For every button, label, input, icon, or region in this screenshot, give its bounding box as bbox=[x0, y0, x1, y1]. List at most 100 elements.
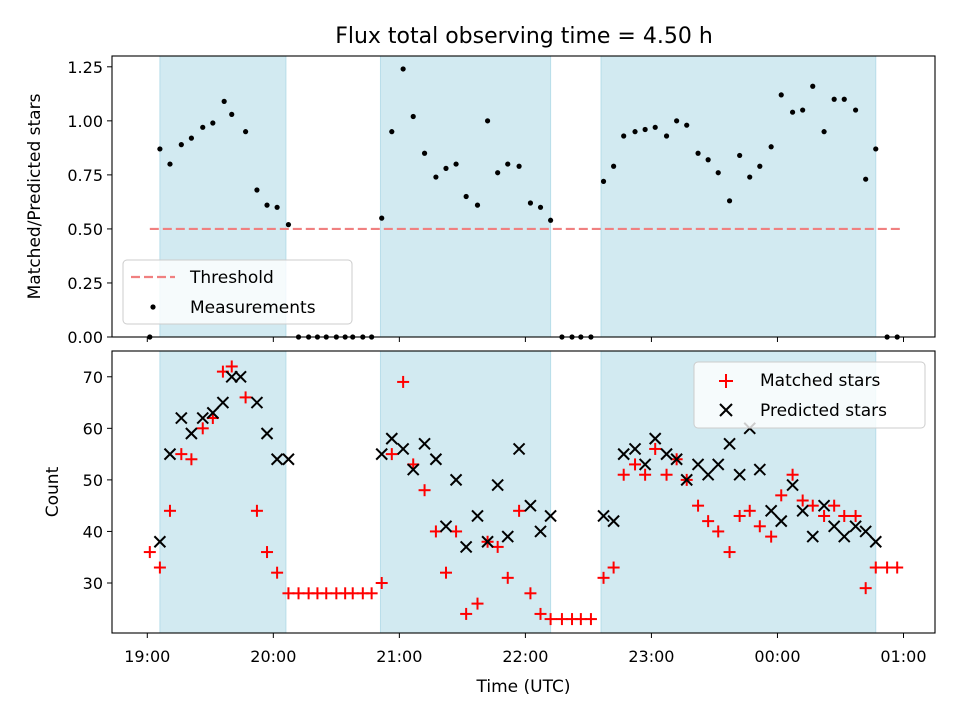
matched-stars-point bbox=[849, 509, 862, 522]
matched-stars-point bbox=[818, 509, 831, 522]
ratio-y-axis-label: Matched/Predicted stars bbox=[25, 93, 45, 299]
count-legend-box bbox=[693, 361, 926, 429]
measurements-point bbox=[463, 193, 469, 200]
predicted-stars-point bbox=[827, 520, 841, 533]
measurements-point bbox=[652, 124, 658, 130]
predicted-stars-point bbox=[691, 458, 705, 471]
measurements-point bbox=[600, 178, 607, 184]
y-tick-label: 60 bbox=[83, 419, 103, 438]
predicted-stars-point bbox=[418, 437, 431, 451]
predicted-stars-point bbox=[501, 530, 514, 543]
predicted-stars-point bbox=[638, 458, 652, 471]
predicted-stars-point bbox=[607, 514, 620, 528]
matched-stars-point bbox=[153, 561, 166, 574]
matched-stars-point bbox=[261, 546, 274, 559]
measurements-point bbox=[747, 174, 753, 180]
matched-stars-point bbox=[501, 571, 514, 584]
measurements-point bbox=[516, 163, 522, 169]
matched-stars-point bbox=[796, 494, 809, 507]
predicted-stars-point bbox=[396, 442, 410, 456]
predicted-stars-point bbox=[796, 504, 809, 518]
measurements-point bbox=[621, 133, 627, 139]
predicted-stars-point bbox=[534, 525, 547, 538]
predicted-stars-point bbox=[163, 447, 177, 461]
predicted-stars-point bbox=[481, 535, 494, 548]
measurements-point bbox=[221, 98, 227, 104]
matched-stars-point bbox=[491, 540, 504, 553]
predicted-stars-point bbox=[225, 370, 238, 383]
predicted-stars-point bbox=[806, 530, 819, 543]
predicted-stars-point bbox=[375, 447, 388, 461]
predicted-stars-point bbox=[524, 499, 537, 512]
count-legend: Matched stars Predicted stars bbox=[693, 361, 926, 429]
predicted-stars-point bbox=[270, 453, 284, 466]
count-y-axis-label: Count bbox=[43, 466, 63, 517]
predicted-legend-label: Predicted stars bbox=[760, 401, 887, 421]
measurements-point bbox=[757, 163, 763, 169]
predicted-stars-point bbox=[660, 447, 673, 461]
matched-stars-point bbox=[712, 525, 725, 538]
measurements-point bbox=[537, 204, 544, 210]
matched-stars-point bbox=[786, 468, 799, 481]
predicted-stars-point bbox=[597, 509, 610, 523]
measurements-legend-swatch bbox=[150, 304, 156, 310]
measurements-point bbox=[674, 118, 680, 124]
measurements-point bbox=[715, 170, 721, 176]
matched-stars-point bbox=[163, 504, 176, 517]
predicted-stars-point bbox=[185, 427, 198, 440]
observing-windows-count bbox=[159, 350, 877, 634]
predicted-stars-point bbox=[648, 432, 662, 445]
measurements-point bbox=[379, 215, 385, 221]
matched-stars-point bbox=[375, 576, 388, 589]
ratio-panel: 0.00 0.25 0.50 0.75 1.00 1.25 Matched/Predict… bbox=[25, 55, 936, 347]
measurements-point bbox=[547, 217, 554, 223]
measurements-point bbox=[695, 150, 701, 156]
matched-stars-point bbox=[292, 587, 305, 600]
measurements-point bbox=[705, 157, 711, 163]
predicted-stars-point bbox=[449, 473, 463, 487]
predicted-stars-point bbox=[838, 530, 851, 543]
ratio-legend: Threshold Measurements bbox=[122, 259, 353, 325]
predicted-stars-point bbox=[282, 453, 295, 466]
matched-stars-point bbox=[143, 546, 156, 559]
measurements-point bbox=[167, 161, 173, 167]
matched-stars-point bbox=[346, 587, 359, 600]
predicted-stars-point bbox=[849, 520, 862, 533]
ratio-y-axis: 0.00 0.25 0.50 0.75 1.00 1.25 bbox=[67, 58, 112, 347]
y-tick-label: 1.25 bbox=[67, 58, 103, 77]
predicted-stars-point bbox=[206, 406, 220, 420]
predicted-stars-point bbox=[723, 437, 736, 451]
measurements-point bbox=[389, 129, 395, 135]
predicted-stars-point bbox=[407, 463, 420, 476]
predicted-stars-point bbox=[196, 411, 209, 425]
measurements-point bbox=[505, 161, 511, 167]
measurements-point bbox=[495, 170, 501, 176]
matched-stars-point bbox=[250, 504, 263, 517]
matched-stars-point bbox=[196, 422, 209, 435]
y-tick-label: 0.75 bbox=[67, 166, 103, 185]
predicted-stars-point bbox=[701, 468, 715, 481]
measurements-point bbox=[852, 107, 859, 113]
matched-stars-point bbox=[450, 525, 463, 538]
matched-stars-point bbox=[397, 375, 410, 388]
matched-stars-point bbox=[365, 587, 378, 600]
measurements-point bbox=[778, 92, 784, 98]
matched-stars-point bbox=[544, 613, 557, 626]
measurements-point bbox=[800, 107, 806, 113]
matched-stars-point bbox=[881, 561, 894, 574]
matched-stars-point bbox=[891, 561, 904, 574]
x-tick-label: 20:00 bbox=[250, 647, 296, 666]
matched-stars-point bbox=[524, 587, 537, 600]
count-panel: 30 40 50 60 70 19:00 20:00 21:00 22:00 23:00 00:0… bbox=[43, 350, 936, 697]
measurements-point bbox=[873, 146, 879, 152]
matched-stars-point bbox=[555, 613, 568, 626]
matched-stars-point bbox=[753, 520, 766, 533]
measurements-point bbox=[863, 176, 869, 182]
count-y-axis: 30 40 50 60 70 bbox=[83, 368, 112, 593]
matched-stars-point bbox=[271, 566, 284, 579]
matched-stars-point bbox=[225, 360, 238, 373]
measurements-point bbox=[200, 124, 206, 130]
predicted-stars-point bbox=[869, 535, 882, 548]
matched-stars-point bbox=[639, 468, 652, 481]
